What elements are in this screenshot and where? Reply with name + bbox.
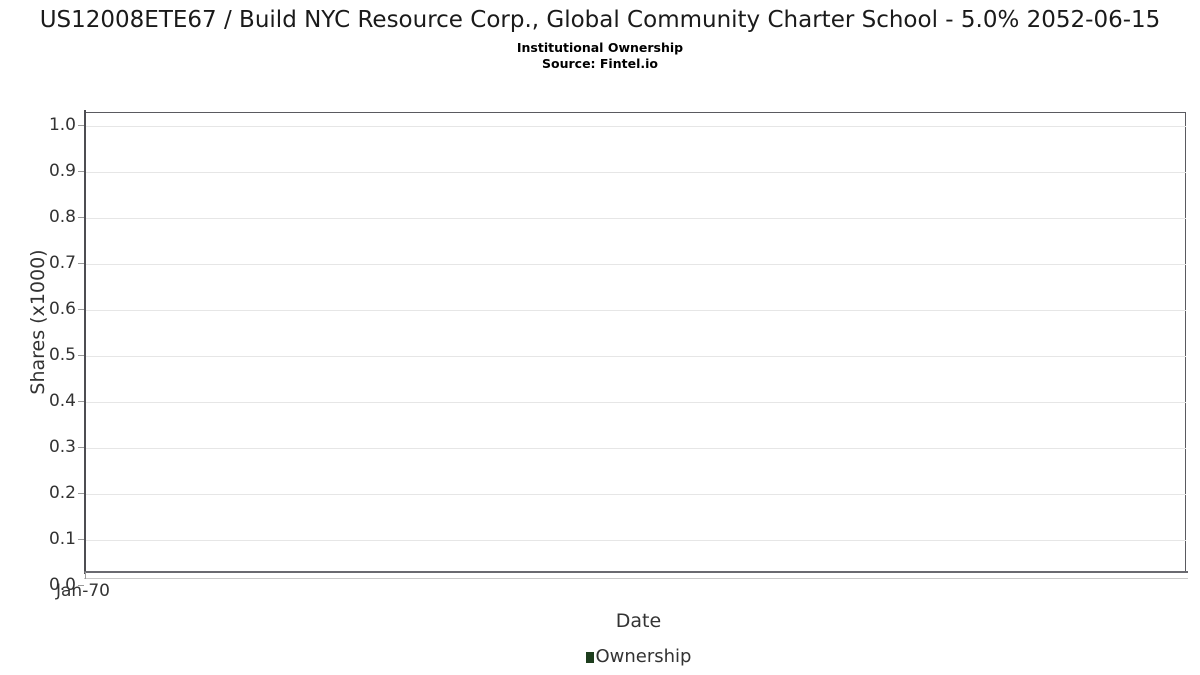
chart-header: US12008ETE67 / Build NYC Resource Corp.,… [0,0,1200,72]
y-axis-tick-label: 0.8 [48,207,76,227]
y-axis-tick-mark [78,585,84,587]
gridline [85,448,1186,449]
gridline [85,126,1186,127]
y-axis-tick-mark [78,217,84,219]
y-axis-tick-mark [78,401,84,403]
x-axis-tick-baseline [84,578,1188,579]
legend-item[interactable]: Ownership [585,646,692,667]
y-axis-tick-label: 0.6 [48,299,76,319]
y-axis-tick-label: 0.9 [48,161,76,181]
gridline [85,540,1186,541]
page-title: US12008ETE67 / Build NYC Resource Corp.,… [39,7,1161,33]
chart-source-label: Source: Fintel.io [542,56,658,71]
y-axis-tick-mark [78,447,84,449]
y-axis-tick-label: 0.5 [48,345,76,365]
x-axis-title: Date [615,610,662,632]
y-axis-tick-mark [78,493,84,495]
x-axis-tick-mark [85,572,87,579]
legend-label: Ownership [595,646,692,667]
gridline [85,172,1186,173]
y-axis-tick-mark [78,171,84,173]
y-axis-tick-label: 0.2 [48,483,76,503]
y-axis-tick-mark [78,125,84,127]
plot-area [85,112,1186,572]
x-axis-line [84,571,1188,573]
gridline [85,356,1186,357]
chart-subtitle: Institutional Ownership [516,40,684,55]
y-axis-tick-mark [78,263,84,265]
gridline [85,264,1186,265]
y-axis-title: Shares (x1000) [27,249,49,395]
y-axis-tick-mark [78,355,84,357]
legend-swatch-icon [585,651,594,663]
y-axis-tick-label: 0.7 [48,253,76,273]
gridline [85,310,1186,311]
y-axis-tick-label: 0.3 [48,437,76,457]
y-axis-tick-label: 0.1 [48,529,76,549]
y-axis-line [84,110,86,574]
x-axis-tick-label: Jan-70 [56,581,110,601]
gridline [85,494,1186,495]
y-axis-ticks: 1.0 0.9 0.8 0.7 0.6 0.5 0.4 0.3 0.2 0.1 0.0 [0,0,84,675]
y-axis-tick-mark [78,539,84,541]
gridline [85,218,1186,219]
y-axis-tick-label: 1.0 [48,115,76,135]
gridline [85,402,1186,403]
y-axis-tick-label: 0.0 [48,575,76,595]
y-axis-tick-label: 0.4 [48,391,76,411]
chart-legend: Ownership [0,648,1200,666]
y-axis-tick-mark [78,309,84,311]
